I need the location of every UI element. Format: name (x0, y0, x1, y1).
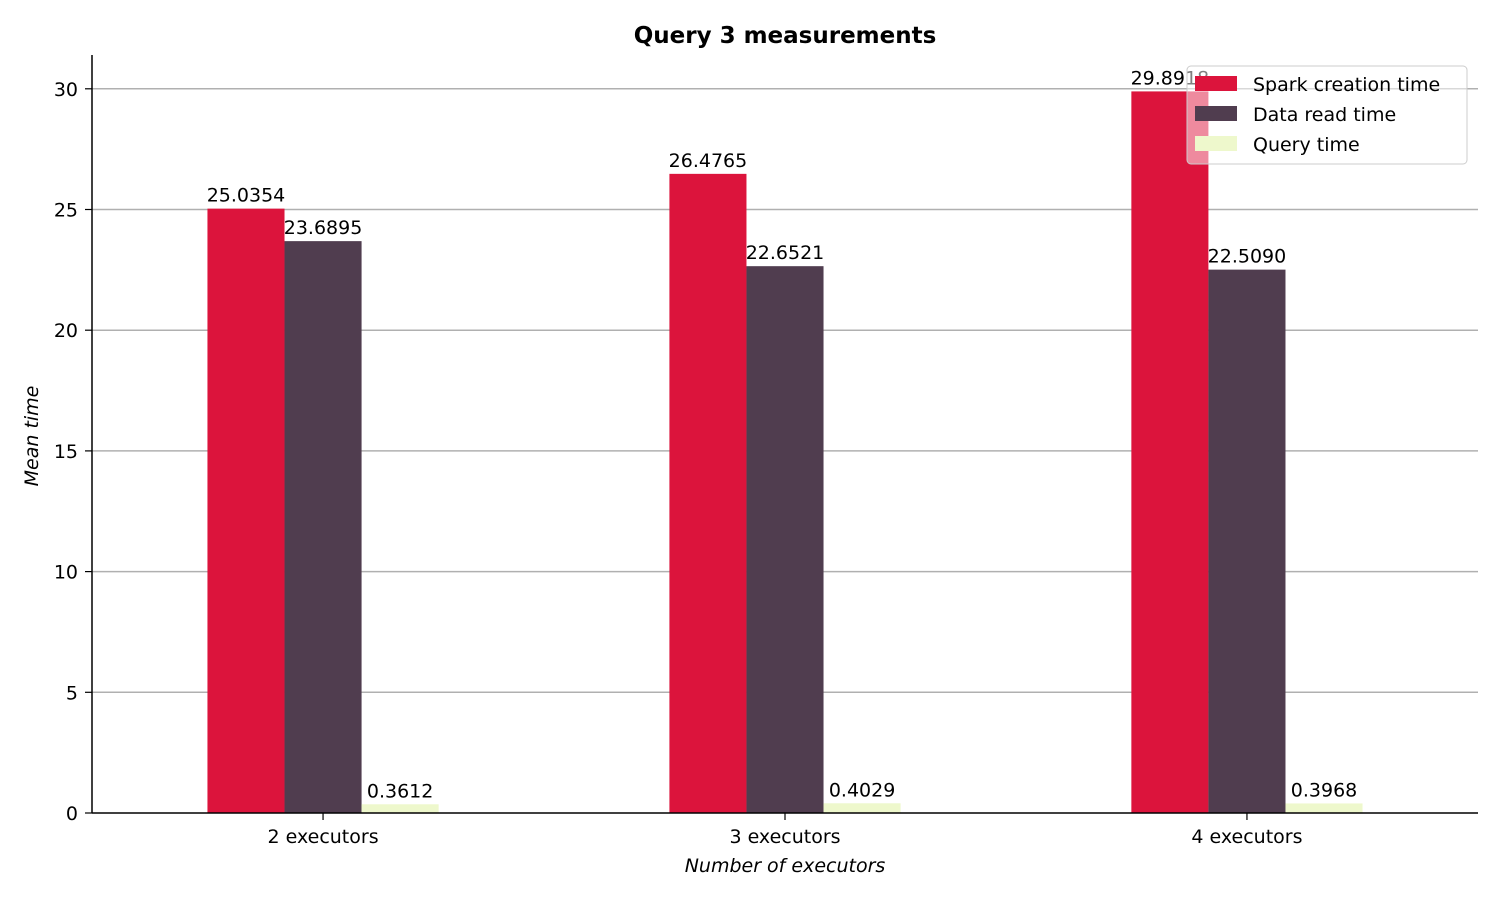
legend-swatch (1195, 136, 1237, 151)
bar-value-label: 26.4765 (669, 150, 748, 172)
legend-box (1186, 65, 1468, 165)
legend-swatch (1195, 106, 1237, 121)
bar (1285, 803, 1363, 813)
y-tick-label: 0 (66, 803, 78, 825)
bar (823, 803, 901, 813)
bar (284, 241, 362, 813)
bar-value-label: 0.4029 (829, 779, 895, 801)
legend: Spark creation time Data read time Query t… (1186, 65, 1468, 165)
chart-title: Query 3 measurements (634, 23, 937, 49)
bar (746, 266, 824, 813)
bar (669, 173, 747, 814)
x-tick-label: 2 executors (267, 826, 378, 848)
x-tick-label: 4 executors (1191, 826, 1302, 848)
y-axis-title: Mean time (21, 386, 43, 487)
legend-swatch (1195, 76, 1237, 91)
bar-value-label: 0.3612 (367, 780, 433, 802)
bar-value-label: 22.6521 (746, 242, 825, 264)
bar-value-label: 25.0354 (207, 185, 286, 207)
bar-value-label: 23.6895 (284, 217, 363, 239)
bar (1208, 269, 1286, 813)
x-axis-title: Number of executors (685, 855, 886, 877)
y-tick-label: 15 (54, 441, 78, 463)
y-tick-label: 25 (54, 199, 78, 221)
bar-value-label: 22.5090 (1208, 246, 1287, 268)
y-tick-label: 30 (54, 79, 78, 101)
y-tick-label: 10 (54, 562, 78, 584)
bar-value-label: 0.3968 (1291, 779, 1357, 801)
y-tick-label: 5 (66, 682, 78, 704)
bar (361, 804, 439, 813)
bars (207, 91, 1363, 814)
legend-label: Spark creation time (1253, 74, 1440, 96)
y-tick-label: 20 (54, 320, 78, 342)
bar (1131, 91, 1209, 813)
x-tick-label: 3 executors (729, 826, 840, 848)
bar (207, 208, 285, 813)
legend-label: Query time (1253, 134, 1360, 156)
legend-label: Data read time (1253, 104, 1396, 126)
axes: 0 5 10 15 20 25 30 2 executors 3 executors 4 exec… (54, 55, 1478, 848)
